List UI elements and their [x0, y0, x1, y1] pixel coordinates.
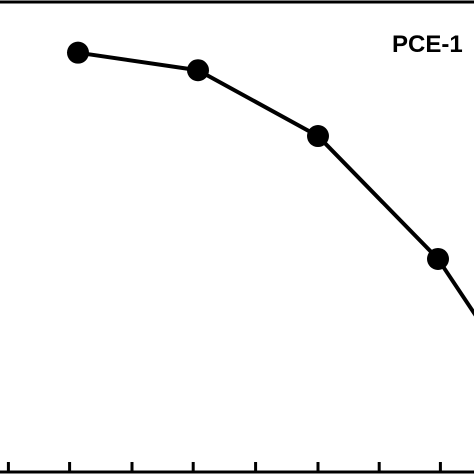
data-point-0	[67, 41, 89, 64]
x-axis-ticks	[6, 462, 442, 472]
chart-annotation: PCE-1	[392, 31, 463, 58]
series-layer	[67, 41, 474, 317]
data-point-2	[307, 125, 329, 148]
data-point-3	[427, 247, 449, 270]
data-point-1	[187, 59, 209, 82]
series-line-0	[76, 50, 474, 317]
